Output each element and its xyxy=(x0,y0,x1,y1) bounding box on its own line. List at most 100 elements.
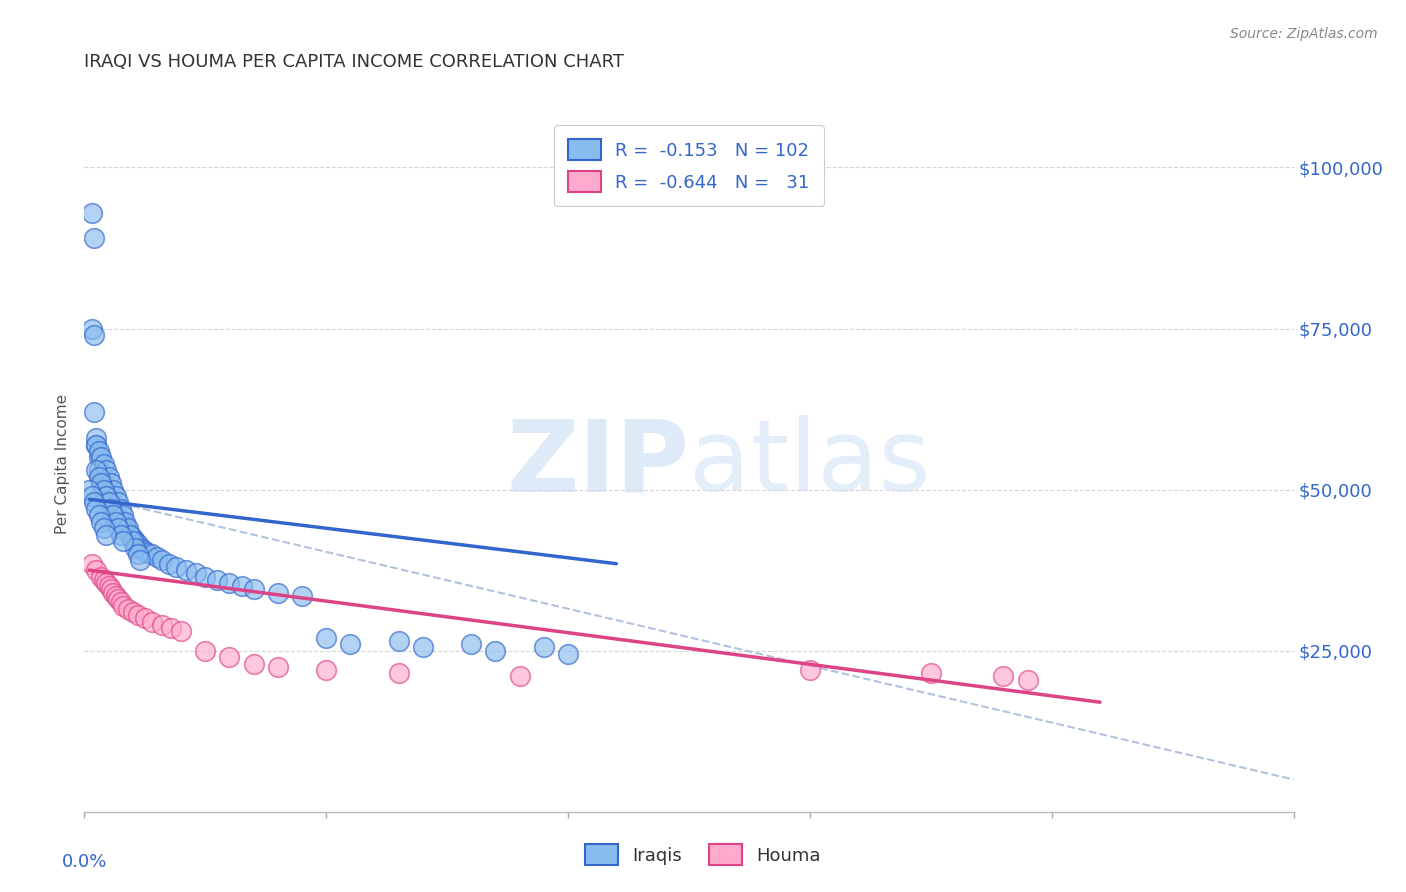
Point xyxy=(127,608,149,623)
Point xyxy=(80,557,103,571)
Text: Source: ZipAtlas.com: Source: ZipAtlas.com xyxy=(1230,27,1378,41)
Point xyxy=(120,527,142,541)
Point xyxy=(267,585,290,599)
Point xyxy=(291,589,314,603)
Point xyxy=(107,592,129,607)
Point xyxy=(117,521,139,535)
Point xyxy=(127,547,149,561)
Point xyxy=(90,569,112,583)
Point xyxy=(150,553,173,567)
Point xyxy=(103,483,125,497)
Point xyxy=(97,469,120,483)
Point xyxy=(104,589,127,603)
Point xyxy=(97,495,120,509)
Point xyxy=(97,495,120,509)
Point xyxy=(94,489,117,503)
Point xyxy=(242,657,264,671)
Point xyxy=(127,537,149,551)
Point xyxy=(388,634,411,648)
Point xyxy=(388,666,411,681)
Point xyxy=(160,621,183,635)
Point xyxy=(339,637,361,651)
Point xyxy=(993,669,1015,683)
Point xyxy=(114,520,136,534)
Point xyxy=(218,650,240,665)
Point xyxy=(103,505,125,519)
Point xyxy=(110,527,132,541)
Point xyxy=(80,489,103,503)
Point xyxy=(533,640,555,655)
Point xyxy=(460,637,482,651)
Point xyxy=(129,553,152,567)
Point xyxy=(103,503,125,517)
Text: atlas: atlas xyxy=(689,416,931,512)
Point xyxy=(93,457,115,471)
Point xyxy=(194,569,217,583)
Point xyxy=(242,582,264,597)
Point xyxy=(83,495,105,509)
Point xyxy=(112,518,135,533)
Point xyxy=(104,507,127,521)
Point xyxy=(124,541,146,555)
Point xyxy=(174,563,197,577)
Point xyxy=(112,508,135,523)
Point xyxy=(799,663,821,677)
Point xyxy=(83,405,105,419)
Point xyxy=(86,502,108,516)
Point xyxy=(90,476,112,491)
Point xyxy=(90,515,112,529)
Point xyxy=(90,476,112,491)
Point xyxy=(120,527,142,541)
Point xyxy=(484,643,506,657)
Point xyxy=(94,463,117,477)
Point xyxy=(104,508,127,523)
Point xyxy=(231,579,253,593)
Point xyxy=(93,521,115,535)
Point xyxy=(112,534,135,549)
Point xyxy=(94,489,117,503)
Point xyxy=(129,541,152,555)
Point xyxy=(412,640,434,655)
Point xyxy=(121,605,143,619)
Point xyxy=(114,515,136,529)
Point xyxy=(87,508,110,523)
Point xyxy=(100,502,122,516)
Point xyxy=(134,543,156,558)
Point xyxy=(117,601,139,615)
Point xyxy=(194,643,217,657)
Point xyxy=(107,511,129,525)
Point xyxy=(94,527,117,541)
Point xyxy=(77,483,100,497)
Point xyxy=(117,524,139,539)
Point xyxy=(93,483,115,497)
Point xyxy=(134,611,156,625)
Point xyxy=(87,463,110,477)
Point xyxy=(94,576,117,591)
Point xyxy=(97,579,120,593)
Point xyxy=(920,666,942,681)
Point xyxy=(90,450,112,465)
Text: 0.0%: 0.0% xyxy=(62,854,107,871)
Point xyxy=(315,631,337,645)
Point xyxy=(86,437,108,451)
Point xyxy=(114,521,136,535)
Point xyxy=(83,231,105,245)
Text: IRAQI VS HOUMA PER CAPITA INCOME CORRELATION CHART: IRAQI VS HOUMA PER CAPITA INCOME CORRELA… xyxy=(84,54,624,71)
Point xyxy=(90,469,112,483)
Point xyxy=(93,573,115,587)
Point xyxy=(157,557,180,571)
Point xyxy=(97,494,120,508)
Point xyxy=(170,624,193,639)
Y-axis label: Per Capita Income: Per Capita Income xyxy=(55,393,70,534)
Point xyxy=(80,321,103,335)
Point xyxy=(97,492,120,507)
Point xyxy=(86,431,108,445)
Point xyxy=(87,450,110,465)
Point xyxy=(86,437,108,451)
Point xyxy=(104,515,127,529)
Point xyxy=(107,521,129,535)
Point xyxy=(165,560,187,574)
Point xyxy=(86,463,108,477)
Point xyxy=(110,515,132,529)
Point xyxy=(136,546,159,560)
